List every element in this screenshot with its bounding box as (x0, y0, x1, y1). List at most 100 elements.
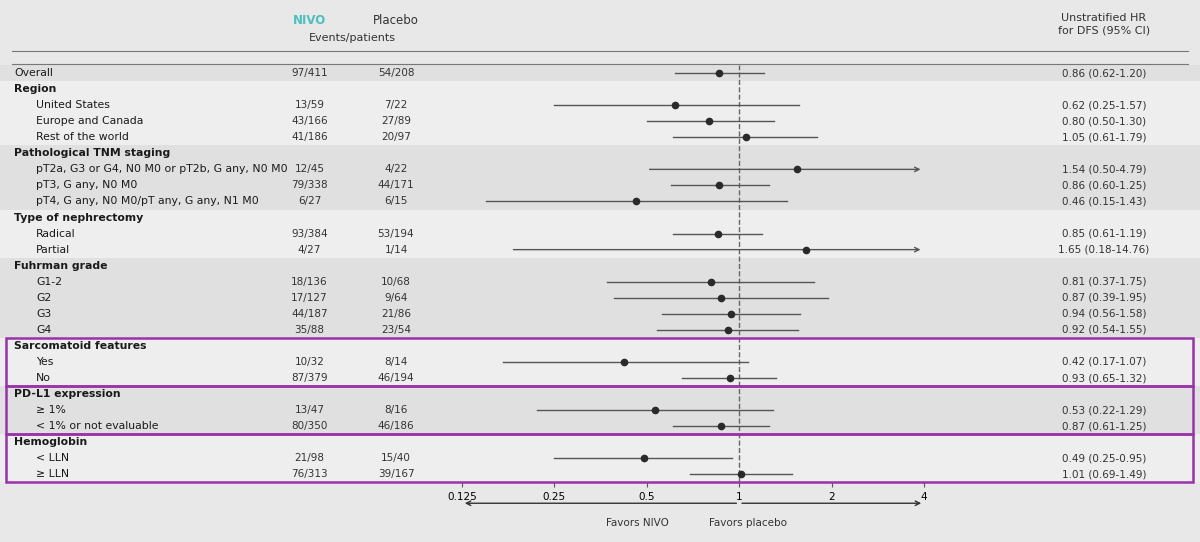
Text: 0.62 (0.25-1.57): 0.62 (0.25-1.57) (1062, 100, 1146, 110)
Text: 0.49 (0.25-0.95): 0.49 (0.25-0.95) (1062, 453, 1146, 463)
Text: No: No (36, 373, 50, 383)
Text: 21/98: 21/98 (295, 453, 324, 463)
Bar (462, 354, 924, 370)
Text: 0.46 (0.15-1.43): 0.46 (0.15-1.43) (1062, 197, 1146, 207)
Text: 15/40: 15/40 (382, 453, 410, 463)
Text: 1.65 (0.18-14.76): 1.65 (0.18-14.76) (1058, 244, 1150, 255)
Bar (462, 225, 924, 242)
Text: 9/64: 9/64 (384, 293, 408, 303)
Text: < LLN: < LLN (36, 453, 70, 463)
Text: 12/45: 12/45 (295, 164, 324, 175)
Bar (462, 145, 924, 162)
Bar (462, 210, 924, 225)
Bar (462, 97, 924, 113)
Text: Yes: Yes (36, 357, 53, 367)
Bar (462, 306, 924, 322)
Text: 44/187: 44/187 (292, 309, 328, 319)
Text: pT4, G any, N0 M0/pT any, G any, N1 M0: pT4, G any, N0 M0/pT any, G any, N1 M0 (36, 197, 259, 207)
Text: 7/22: 7/22 (384, 100, 408, 110)
Text: 0.42 (0.17-1.07): 0.42 (0.17-1.07) (1062, 357, 1146, 367)
Text: G2: G2 (36, 293, 52, 303)
Text: 27/89: 27/89 (382, 116, 410, 126)
Text: 1.05 (0.61-1.79): 1.05 (0.61-1.79) (1062, 132, 1146, 142)
Bar (462, 338, 924, 354)
Text: 0.81 (0.37-1.75): 0.81 (0.37-1.75) (1062, 277, 1146, 287)
Bar (462, 450, 924, 466)
Text: United States: United States (36, 100, 110, 110)
Text: 21/86: 21/86 (382, 309, 410, 319)
Text: Favors NIVO: Favors NIVO (606, 518, 668, 528)
Text: 76/313: 76/313 (292, 469, 328, 479)
Text: 80/350: 80/350 (292, 421, 328, 431)
Text: ≥ 1%: ≥ 1% (36, 405, 66, 415)
Text: 46/186: 46/186 (378, 421, 414, 431)
Text: ≥ LLN: ≥ LLN (36, 469, 70, 479)
Text: Radical: Radical (36, 229, 76, 238)
Text: 0.94 (0.56-1.58): 0.94 (0.56-1.58) (1062, 309, 1146, 319)
Text: 43/166: 43/166 (292, 116, 328, 126)
Text: Favors placebo: Favors placebo (709, 518, 787, 528)
Text: 0.80 (0.50-1.30): 0.80 (0.50-1.30) (1062, 116, 1146, 126)
Text: 8/14: 8/14 (384, 357, 408, 367)
Text: Placebo: Placebo (373, 14, 419, 27)
Text: Fuhrman grade: Fuhrman grade (14, 261, 108, 270)
Bar (462, 466, 924, 482)
Text: Rest of the world: Rest of the world (36, 132, 128, 142)
Text: 93/384: 93/384 (292, 229, 328, 238)
Text: 53/194: 53/194 (378, 229, 414, 238)
Text: 0.53 (0.22-1.29): 0.53 (0.22-1.29) (1062, 405, 1146, 415)
Text: Sarcomatoid features: Sarcomatoid features (14, 341, 146, 351)
Bar (462, 402, 924, 418)
Text: 87/379: 87/379 (292, 373, 328, 383)
Bar (462, 193, 924, 210)
Bar (462, 274, 924, 290)
Text: 8/16: 8/16 (384, 405, 408, 415)
Bar (462, 162, 924, 177)
Text: Events/patients: Events/patients (310, 34, 396, 43)
Text: 13/59: 13/59 (295, 100, 324, 110)
Text: 0.85 (0.61-1.19): 0.85 (0.61-1.19) (1062, 229, 1146, 238)
Bar (462, 242, 924, 257)
Text: PD-L1 expression: PD-L1 expression (14, 389, 121, 399)
Text: 10/32: 10/32 (295, 357, 324, 367)
Bar (462, 370, 924, 386)
Bar (462, 257, 924, 274)
Text: 6/15: 6/15 (384, 197, 408, 207)
Text: 1/14: 1/14 (384, 244, 408, 255)
Bar (462, 322, 924, 338)
Bar (462, 386, 924, 402)
Text: 20/97: 20/97 (382, 132, 410, 142)
Text: 0.86 (0.62-1.20): 0.86 (0.62-1.20) (1062, 68, 1146, 78)
Bar (462, 113, 924, 129)
Text: 79/338: 79/338 (292, 180, 328, 190)
Text: 18/136: 18/136 (292, 277, 328, 287)
Text: 97/411: 97/411 (292, 68, 328, 78)
Text: 4/27: 4/27 (298, 244, 322, 255)
Text: 17/127: 17/127 (292, 293, 328, 303)
Bar (462, 418, 924, 434)
Text: 46/194: 46/194 (378, 373, 414, 383)
Text: 1.54 (0.50-4.79): 1.54 (0.50-4.79) (1062, 164, 1146, 175)
Text: 10/68: 10/68 (382, 277, 410, 287)
Bar (462, 290, 924, 306)
Text: 0.92 (0.54-1.55): 0.92 (0.54-1.55) (1062, 325, 1146, 335)
Text: Type of nephrectomy: Type of nephrectomy (14, 212, 144, 223)
Text: Pathological TNM staging: Pathological TNM staging (14, 149, 170, 158)
Text: 35/88: 35/88 (295, 325, 324, 335)
Text: Unstratified HR
for DFS (95% CI): Unstratified HR for DFS (95% CI) (1058, 13, 1150, 35)
Text: 6/27: 6/27 (298, 197, 322, 207)
Text: Europe and Canada: Europe and Canada (36, 116, 143, 126)
Text: pT3, G any, N0 M0: pT3, G any, N0 M0 (36, 180, 137, 190)
Text: 0.87 (0.39-1.95): 0.87 (0.39-1.95) (1062, 293, 1146, 303)
Text: G3: G3 (36, 309, 52, 319)
Text: 0.93 (0.65-1.32): 0.93 (0.65-1.32) (1062, 373, 1146, 383)
Text: G4: G4 (36, 325, 52, 335)
Text: 54/208: 54/208 (378, 68, 414, 78)
Text: < 1% or not evaluable: < 1% or not evaluable (36, 421, 158, 431)
Text: Partial: Partial (36, 244, 70, 255)
Text: 0.86 (0.60-1.25): 0.86 (0.60-1.25) (1062, 180, 1146, 190)
Bar (462, 81, 924, 97)
Text: NIVO: NIVO (293, 14, 326, 27)
Text: pT2a, G3 or G4, N0 M0 or pT2b, G any, N0 M0: pT2a, G3 or G4, N0 M0 or pT2b, G any, N0… (36, 164, 288, 175)
Text: 44/171: 44/171 (378, 180, 414, 190)
